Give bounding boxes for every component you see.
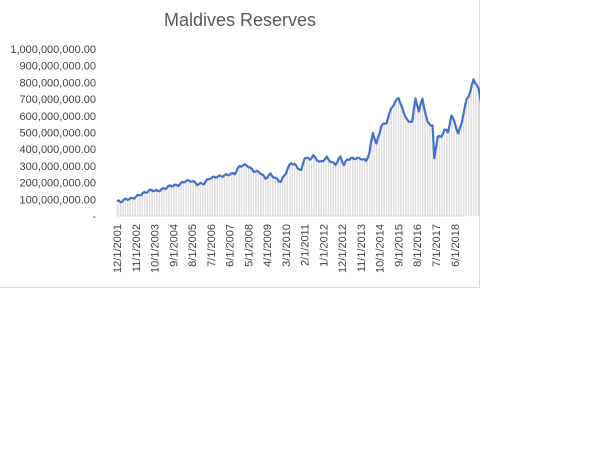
x-tick-label: 10/1/2003 (150, 224, 162, 273)
x-tick-label: 11/1/2002 (131, 224, 143, 272)
y-tick-label: 400,000,000.00 (20, 144, 96, 156)
y-tick-label: 600,000,000.00 (20, 111, 96, 123)
plot-area: - 100,000,000.00 200,000,000.00 300,000,000… (10, 44, 480, 273)
y-tick-label: 100,000,000.00 (20, 194, 96, 206)
x-tick-label: 8/1/2005 (187, 224, 199, 267)
y-tick-label: 200,000,000.00 (20, 178, 96, 190)
x-tick-label: 4/1/2009 (262, 224, 274, 267)
x-tick-label: 12/1/2001 (112, 224, 124, 273)
x-tick-label: 10/1/2014 (375, 224, 387, 273)
y-tick-label: 500,000,000.00 (20, 128, 96, 140)
y-tick-label: 900,000,000.00 (20, 61, 96, 73)
series-line-maldives-reserves (116, 78, 480, 204)
chart-area: Maldives Reserves - 100,000,000.00 200,000… (0, 0, 480, 288)
x-tick-label: 6/1/2018 (450, 224, 462, 267)
x-tick-label: 6/1/2007 (225, 224, 237, 267)
x-tick-label: 9/1/2004 (168, 224, 180, 267)
x-tick-label: 3/1/2010 (281, 224, 293, 267)
y-tick-label: 700,000,000.00 (20, 94, 96, 106)
y-tick-label: 800,000,000.00 (20, 77, 96, 89)
x-tick-label: 12/1/2012 (337, 224, 349, 273)
chart-title: Maldives Reserves (163, 10, 317, 30)
x-tick-label: 1/1/2012 (318, 224, 330, 267)
y-tick-label: 300,000,000.00 (20, 161, 96, 173)
x-tick-label: 2/1/2011 (300, 224, 312, 266)
x-tick-label: 8/1/2016 (412, 224, 424, 267)
x-tick-label: 7/1/2017 (431, 224, 443, 267)
x-tick-label: 5/1/2008 (243, 224, 255, 267)
y-tick-label: 1,000,000,000.00 (10, 44, 96, 56)
y-tick-label: - (92, 211, 96, 223)
x-tick-label: 9/1/2015 (393, 224, 405, 267)
x-tick-label: 11/1/2013 (356, 224, 368, 272)
x-tick-label: 7/1/2006 (206, 224, 218, 267)
